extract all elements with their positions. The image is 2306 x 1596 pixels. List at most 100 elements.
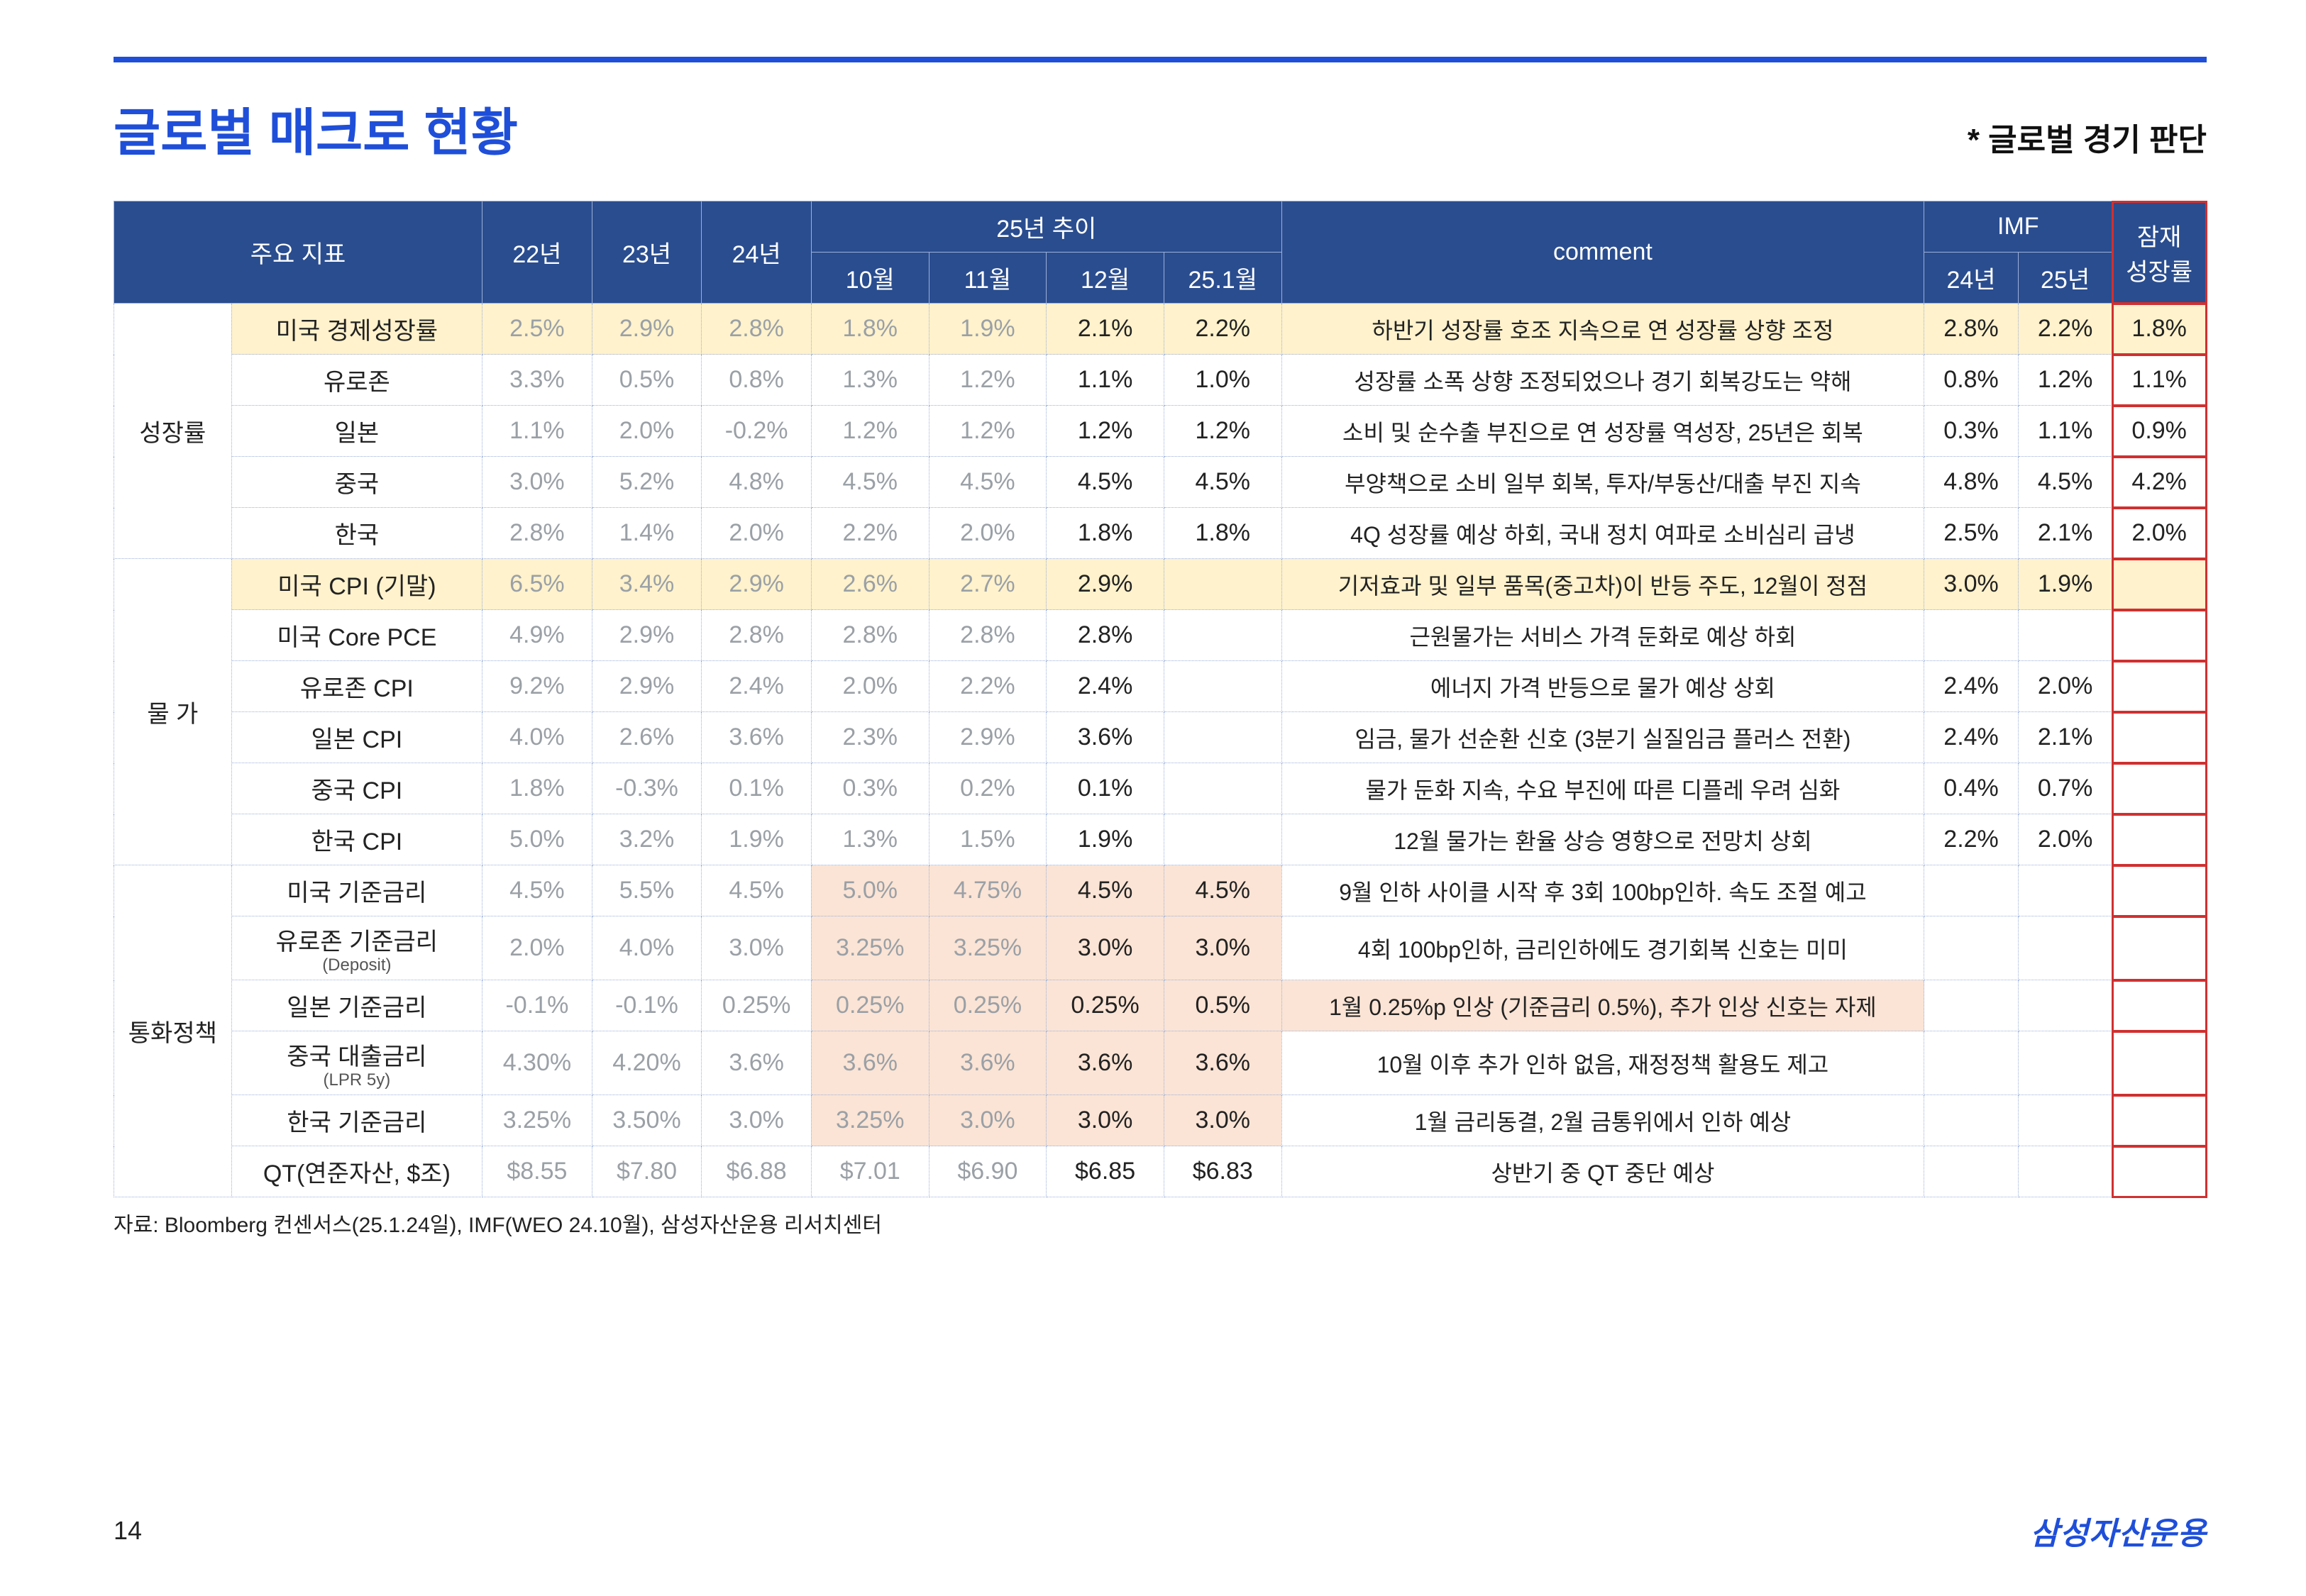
cell-m12: 2.1% [1047, 304, 1164, 355]
cell-potential [2112, 980, 2207, 1031]
cell-m12: 3.0% [1047, 1095, 1164, 1146]
th-indicator: 주요 지표 [114, 201, 482, 304]
cell-m11: $6.90 [929, 1146, 1047, 1197]
footer: 14 삼성자산운용 [114, 1508, 2207, 1553]
cell-m10: 2.3% [811, 712, 929, 763]
cell-y23: 2.9% [592, 610, 702, 661]
cell-m251: $6.83 [1164, 1146, 1281, 1197]
th-y23: 23년 [592, 201, 702, 304]
cell-m251 [1164, 712, 1281, 763]
indicator-label: 미국 Core PCE [231, 610, 482, 661]
cell-potential [2112, 763, 2207, 814]
cell-m12: 2.4% [1047, 661, 1164, 712]
th-y22: 22년 [482, 201, 592, 304]
table-row: 유로존3.3%0.5%0.8%1.3%1.2%1.1%1.0%성장률 소폭 상향… [114, 355, 2207, 406]
cell-imf24 [1924, 1095, 2019, 1146]
cell-m10: $7.01 [811, 1146, 929, 1197]
brand-label: 삼성자산운용 [2030, 1508, 2207, 1553]
cell-imf25: 2.2% [2018, 304, 2112, 355]
cell-m11: 1.2% [929, 406, 1047, 457]
indicator-label: 일본 CPI [231, 712, 482, 763]
cell-comment: 1월 0.25%p 인상 (기준금리 0.5%), 추가 인상 신호는 자제 [1281, 980, 1924, 1031]
indicator-label: 중국 CPI [231, 763, 482, 814]
cell-imf25: 2.0% [2018, 814, 2112, 865]
cell-y23: 4.20% [592, 1031, 702, 1095]
cell-m11: 2.8% [929, 610, 1047, 661]
cell-imf24: 2.2% [1924, 814, 2019, 865]
cell-m251: 4.5% [1164, 457, 1281, 508]
indicator-sublabel: (Deposit) [239, 957, 475, 974]
th-m10: 10월 [811, 253, 929, 304]
cell-m10: 2.2% [811, 508, 929, 559]
table-row: 성장률미국 경제성장률2.5%2.9%2.8%1.8%1.9%2.1%2.2%하… [114, 304, 2207, 355]
cell-m12: 2.8% [1047, 610, 1164, 661]
table-row: QT(연준자산, $조)$8.55$7.80$6.88$7.01$6.90$6.… [114, 1146, 2207, 1197]
cell-m11: 0.25% [929, 980, 1047, 1031]
cell-imf24: 2.8% [1924, 304, 2019, 355]
cell-y22: 4.9% [482, 610, 592, 661]
indicator-label: 유로존 CPI [231, 661, 482, 712]
table-row: 일본1.1%2.0%-0.2%1.2%1.2%1.2%1.2%소비 및 순수출 … [114, 406, 2207, 457]
cell-y22: 9.2% [482, 661, 592, 712]
cell-imf25: 0.7% [2018, 763, 2112, 814]
cell-comment: 에너지 가격 반등으로 물가 예상 상회 [1281, 661, 1924, 712]
cell-imf25 [2018, 610, 2112, 661]
table-row: 유로존 CPI9.2%2.9%2.4%2.0%2.2%2.4%에너지 가격 반등… [114, 661, 2207, 712]
cell-y24: 3.6% [702, 1031, 812, 1095]
cell-potential: 1.1% [2112, 355, 2207, 406]
cell-y24: 3.6% [702, 712, 812, 763]
cell-m10: 2.6% [811, 559, 929, 610]
cell-m11: 2.7% [929, 559, 1047, 610]
cell-y23: 2.6% [592, 712, 702, 763]
table-row: 유로존 기준금리(Deposit)2.0%4.0%3.0%3.25%3.25%3… [114, 916, 2207, 980]
category-label: 통화정책 [114, 865, 232, 1197]
cell-imf24 [1924, 980, 2019, 1031]
cell-m12: 4.5% [1047, 457, 1164, 508]
cell-y24: 0.1% [702, 763, 812, 814]
cell-y24: 1.9% [702, 814, 812, 865]
indicator-label: 한국 CPI [231, 814, 482, 865]
cell-comment: 임금, 물가 선순환 신호 (3분기 실질임금 플러스 전환) [1281, 712, 1924, 763]
cell-m11: 1.9% [929, 304, 1047, 355]
cell-imf24 [1924, 916, 2019, 980]
macro-table: 주요 지표 22년 23년 24년 25년 추이 comment IMF 잠재 … [114, 201, 2207, 1197]
cell-imf24: 2.4% [1924, 661, 2019, 712]
cell-y22: 6.5% [482, 559, 592, 610]
cell-comment: 성장률 소폭 상향 조정되었으나 경기 회복강도는 약해 [1281, 355, 1924, 406]
cell-y23: 2.9% [592, 304, 702, 355]
cell-comment: 부양책으로 소비 일부 회복, 투자/부동산/대출 부진 지속 [1281, 457, 1924, 508]
cell-y23: $7.80 [592, 1146, 702, 1197]
indicator-label: 일본 기준금리 [231, 980, 482, 1031]
cell-m12: 0.25% [1047, 980, 1164, 1031]
cell-imf25: 2.1% [2018, 508, 2112, 559]
cell-m11: 2.0% [929, 508, 1047, 559]
cell-potential [2112, 865, 2207, 916]
cell-m10: 3.25% [811, 1095, 929, 1146]
cell-m12: 0.1% [1047, 763, 1164, 814]
indicator-label: 유로존 기준금리(Deposit) [231, 916, 482, 980]
cell-m12: 3.6% [1047, 712, 1164, 763]
cell-imf25 [2018, 980, 2112, 1031]
cell-comment: 하반기 성장률 호조 지속으로 연 성장률 상향 조정 [1281, 304, 1924, 355]
cell-potential [2112, 661, 2207, 712]
cell-y24: 2.0% [702, 508, 812, 559]
cell-m251 [1164, 610, 1281, 661]
cell-m12: 1.2% [1047, 406, 1164, 457]
cell-imf25: 4.5% [2018, 457, 2112, 508]
category-label: 성장률 [114, 304, 232, 559]
cell-m11: 1.5% [929, 814, 1047, 865]
cell-m251: 2.2% [1164, 304, 1281, 355]
cell-y22: 2.5% [482, 304, 592, 355]
cell-y24: 4.8% [702, 457, 812, 508]
cell-m11: 2.9% [929, 712, 1047, 763]
th-imf: IMF [1924, 201, 2112, 253]
table-row: 한국 기준금리3.25%3.50%3.0%3.25%3.0%3.0%3.0%1월… [114, 1095, 2207, 1146]
indicator-label: 중국 [231, 457, 482, 508]
cell-y24: 2.8% [702, 610, 812, 661]
cell-y24: 0.25% [702, 980, 812, 1031]
indicator-label: 일본 [231, 406, 482, 457]
cell-y23: 0.5% [592, 355, 702, 406]
cell-y24: 2.4% [702, 661, 812, 712]
cell-m251 [1164, 559, 1281, 610]
cell-y22: 1.1% [482, 406, 592, 457]
